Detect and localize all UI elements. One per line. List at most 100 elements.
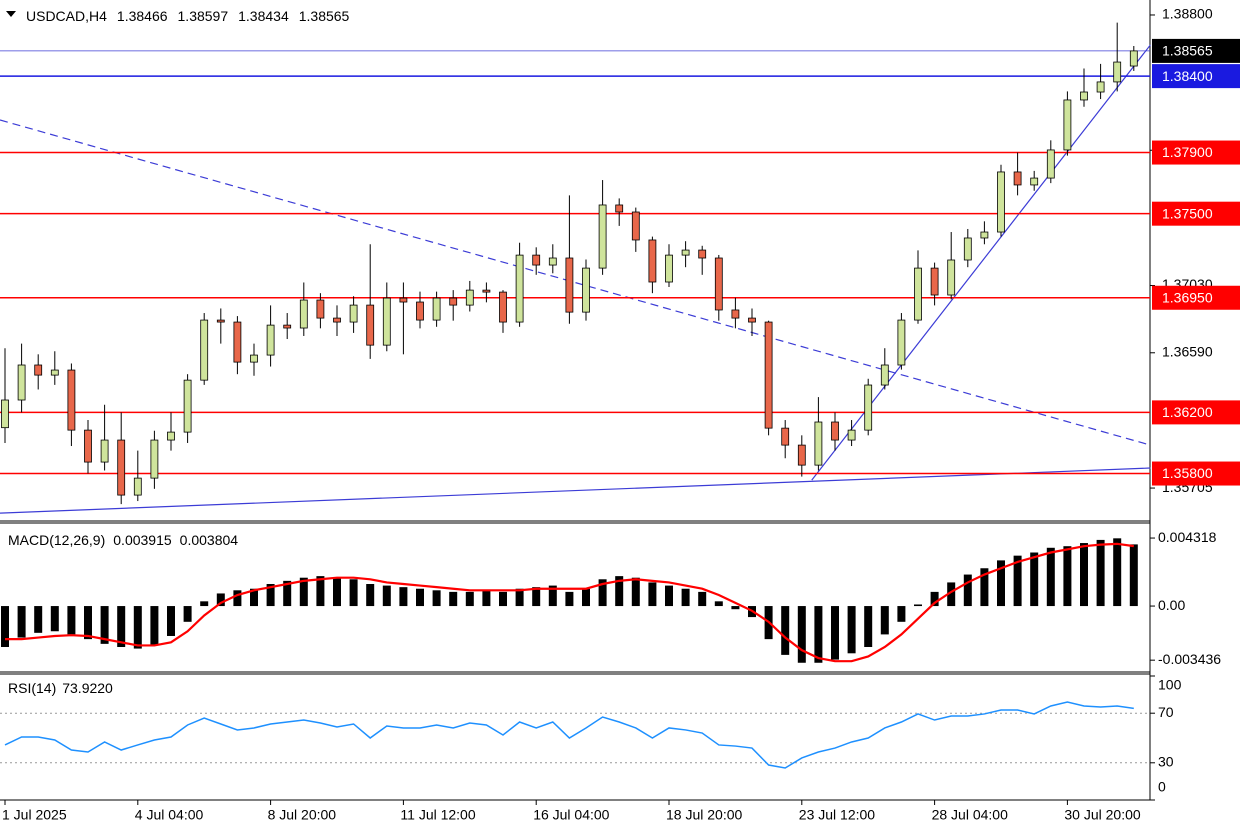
rsi-header-value: 73.9220 [62, 680, 113, 696]
macd-bar [482, 590, 491, 607]
macd-bar [316, 576, 325, 607]
header-value: 1.38434 [238, 8, 289, 24]
candle-body [34, 364, 43, 376]
candle-body [731, 309, 740, 319]
candle-body [1096, 81, 1105, 93]
header-value: 1.38466 [117, 8, 168, 24]
candle-body [17, 364, 26, 401]
candle-body [997, 171, 1005, 233]
macd-bar [250, 588, 258, 607]
candle-body [117, 439, 126, 496]
macd-bar [449, 591, 458, 607]
candle-body [266, 324, 275, 356]
candle-body [963, 237, 972, 261]
x-tick-label: 8 Jul 20:00 [268, 807, 337, 823]
candle-body [548, 257, 557, 266]
candle-body [1080, 91, 1088, 101]
level-label: 1.37900 [1162, 144, 1213, 160]
macd-bar [615, 576, 624, 607]
macd-bar [133, 606, 142, 649]
macd-header-value: 0.003804 [180, 532, 239, 548]
macd-bar [698, 591, 707, 607]
x-tick-label: 16 Jul 04:00 [533, 807, 609, 823]
candle-body [648, 239, 657, 283]
macd-bar [947, 582, 956, 607]
y-tick-label: 70 [1158, 704, 1174, 720]
candle-body [283, 324, 292, 329]
macd-bar [333, 577, 341, 607]
macd-bar [631, 577, 640, 607]
candle-body [665, 254, 673, 283]
y-tick-label: 1.36590 [1162, 343, 1213, 359]
macd-bar [548, 585, 557, 607]
level-label-box [1152, 461, 1240, 486]
candle-body [880, 364, 889, 386]
level-label-box [1152, 400, 1240, 425]
level-label-box [1152, 140, 1240, 165]
macd-bar [100, 606, 109, 644]
macd-bar [1, 606, 9, 648]
candle-body [416, 301, 424, 321]
rsi-line [4, 701, 1134, 769]
candle-body [615, 204, 624, 213]
macd-bar [980, 568, 989, 607]
macd-bar [781, 606, 790, 655]
header-bg [20, 4, 460, 28]
candle-body [847, 429, 856, 441]
candle-body [582, 267, 590, 313]
macd-bar [1013, 555, 1022, 607]
macd-bar [731, 606, 740, 610]
x-tick-label: 28 Jul 04:00 [932, 807, 1008, 823]
y-tick-label: 0.00 [1158, 597, 1185, 613]
macd-header-bg [4, 530, 314, 550]
macd-bar [299, 577, 308, 607]
candle-body [1, 399, 9, 429]
candle-body [233, 321, 242, 363]
candle-body [1013, 171, 1022, 186]
macd-header-value: 0.003915 [113, 532, 172, 548]
candle-body [781, 427, 790, 446]
level-label: 1.37500 [1162, 205, 1213, 221]
y-tick-label: 0.004318 [1158, 529, 1217, 545]
candle-body [1030, 177, 1039, 186]
y-tick-label: 100 [1158, 677, 1182, 693]
macd-bar [50, 606, 59, 632]
macd-bar [349, 579, 358, 607]
level-label: 1.36200 [1162, 404, 1213, 420]
macd-bar [117, 606, 126, 648]
x-tick-label: 11 Jul 12:00 [400, 807, 475, 823]
macd-bar [515, 588, 524, 607]
candle-body [1063, 99, 1072, 151]
header-value: USDCAD,H4 [26, 8, 107, 24]
candle-body [515, 254, 524, 323]
macd-bar [582, 588, 590, 607]
chart-header: USDCAD,H4 1.38466 1.38597 1.38434 1.38565 [26, 8, 350, 24]
level-label-box [1152, 64, 1240, 89]
macd-bar [814, 606, 823, 663]
candle-body [465, 289, 474, 306]
macd-bar [831, 606, 839, 660]
y-tick-label: 1.38800 [1162, 6, 1213, 22]
level-label: 1.38400 [1162, 68, 1213, 84]
candle-body [814, 421, 823, 466]
x-tick-label: 1 Jul 2025 [2, 807, 67, 823]
macd-bar [84, 606, 92, 640]
candle-body [150, 439, 159, 479]
candle-body [681, 249, 690, 256]
x-tick-label: 4 Jul 04:00 [135, 807, 204, 823]
macd-bar [532, 587, 541, 607]
macd-bar [432, 590, 441, 607]
macd-bar [797, 606, 806, 663]
y-tick-label: -0.003436 [1158, 651, 1221, 667]
macd-bar [1080, 543, 1088, 607]
rsi-header: RSI(14) 73.9220 [8, 680, 113, 696]
candle-body [797, 444, 806, 466]
candle-body [499, 291, 507, 323]
candle-body [748, 317, 756, 323]
header-value: 1.38565 [299, 8, 350, 24]
macd-bar [499, 591, 507, 607]
level-label: 1.36950 [1162, 289, 1213, 305]
x-tick-label: 30 Jul 20:00 [1064, 807, 1140, 823]
macd-signal [5, 542, 1134, 663]
macd-header: MACD(12,26,9) 0.003915 0.003804 [8, 532, 238, 548]
